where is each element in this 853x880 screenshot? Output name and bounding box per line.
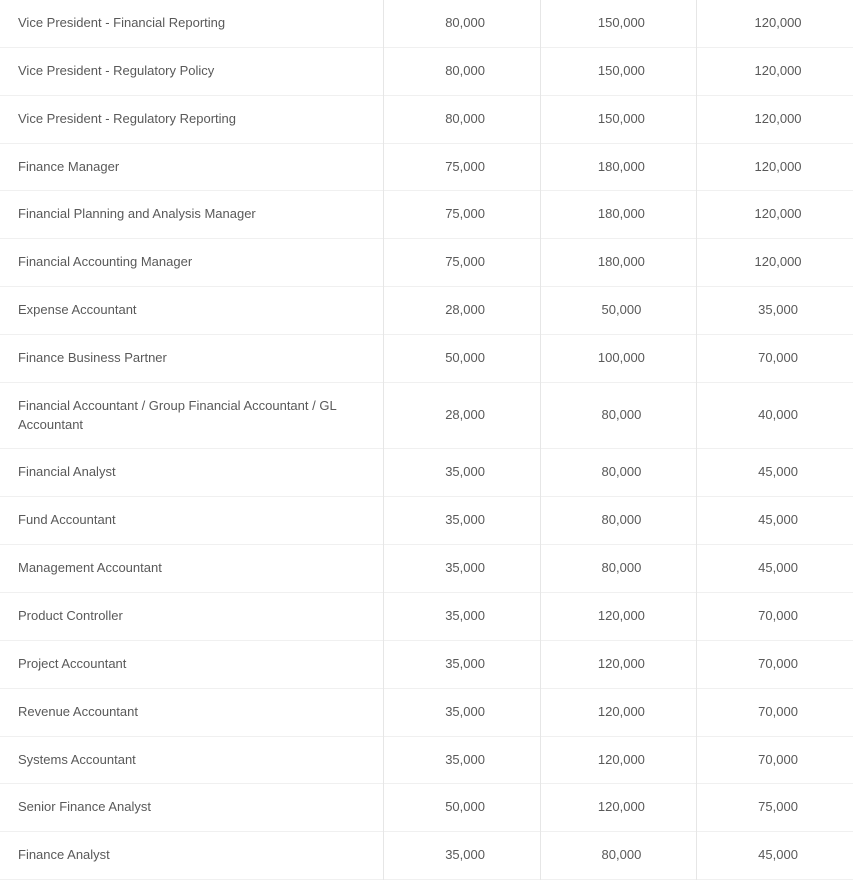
table-row: Financial Accountant / Group Financial A… xyxy=(0,382,853,449)
salary-value-cell: 40,000 xyxy=(697,382,853,449)
salary-value-cell: 100,000 xyxy=(540,334,696,382)
table-row: Project Accountant35,000120,00070,000 xyxy=(0,640,853,688)
salary-value-cell: 180,000 xyxy=(540,239,696,287)
salary-value-cell: 120,000 xyxy=(540,784,696,832)
table-row: Management Accountant35,00080,00045,000 xyxy=(0,545,853,593)
salary-value-cell: 45,000 xyxy=(697,497,853,545)
salary-value-cell: 80,000 xyxy=(384,47,540,95)
salary-value-cell: 75,000 xyxy=(384,191,540,239)
table-row: Revenue Accountant35,000120,00070,000 xyxy=(0,688,853,736)
salary-value-cell: 150,000 xyxy=(540,0,696,47)
salary-table-body: Vice President - Financial Reporting80,0… xyxy=(0,0,853,880)
salary-value-cell: 70,000 xyxy=(697,334,853,382)
table-row: Product Controller35,000120,00070,000 xyxy=(0,592,853,640)
salary-value-cell: 120,000 xyxy=(540,688,696,736)
salary-value-cell: 35,000 xyxy=(384,832,540,880)
table-row: Financial Planning and Analysis Manager7… xyxy=(0,191,853,239)
salary-value-cell: 28,000 xyxy=(384,382,540,449)
salary-value-cell: 80,000 xyxy=(540,545,696,593)
table-row: Finance Business Partner50,000100,00070,… xyxy=(0,334,853,382)
table-row: Financial Analyst35,00080,00045,000 xyxy=(0,449,853,497)
job-title-cell: Project Accountant xyxy=(0,640,384,688)
salary-value-cell: 80,000 xyxy=(384,0,540,47)
table-row: Senior Finance Analyst50,000120,00075,00… xyxy=(0,784,853,832)
salary-value-cell: 70,000 xyxy=(697,592,853,640)
table-row: Fund Accountant35,00080,00045,000 xyxy=(0,497,853,545)
job-title-cell: Financial Accounting Manager xyxy=(0,239,384,287)
salary-value-cell: 120,000 xyxy=(697,143,853,191)
salary-value-cell: 35,000 xyxy=(384,449,540,497)
salary-value-cell: 180,000 xyxy=(540,191,696,239)
job-title-cell: Management Accountant xyxy=(0,545,384,593)
job-title-cell: Financial Accountant / Group Financial A… xyxy=(0,382,384,449)
job-title-cell: Senior Finance Analyst xyxy=(0,784,384,832)
salary-value-cell: 45,000 xyxy=(697,449,853,497)
salary-value-cell: 75,000 xyxy=(697,784,853,832)
table-row: Vice President - Regulatory Policy80,000… xyxy=(0,47,853,95)
salary-value-cell: 35,000 xyxy=(384,592,540,640)
table-row: Expense Accountant28,00050,00035,000 xyxy=(0,287,853,335)
salary-value-cell: 35,000 xyxy=(384,640,540,688)
salary-value-cell: 120,000 xyxy=(697,239,853,287)
job-title-cell: Revenue Accountant xyxy=(0,688,384,736)
salary-value-cell: 45,000 xyxy=(697,832,853,880)
salary-value-cell: 75,000 xyxy=(384,143,540,191)
job-title-cell: Finance Analyst xyxy=(0,832,384,880)
salary-value-cell: 150,000 xyxy=(540,95,696,143)
job-title-cell: Finance Manager xyxy=(0,143,384,191)
salary-value-cell: 50,000 xyxy=(384,334,540,382)
job-title-cell: Finance Business Partner xyxy=(0,334,384,382)
salary-value-cell: 28,000 xyxy=(384,287,540,335)
table-row: Vice President - Regulatory Reporting80,… xyxy=(0,95,853,143)
job-title-cell: Financial Planning and Analysis Manager xyxy=(0,191,384,239)
table-row: Financial Accounting Manager75,000180,00… xyxy=(0,239,853,287)
table-row: Finance Analyst35,00080,00045,000 xyxy=(0,832,853,880)
salary-value-cell: 80,000 xyxy=(540,832,696,880)
salary-table: Vice President - Financial Reporting80,0… xyxy=(0,0,853,880)
salary-value-cell: 35,000 xyxy=(384,688,540,736)
salary-value-cell: 35,000 xyxy=(384,497,540,545)
salary-value-cell: 120,000 xyxy=(697,95,853,143)
salary-value-cell: 80,000 xyxy=(384,95,540,143)
job-title-cell: Financial Analyst xyxy=(0,449,384,497)
salary-value-cell: 120,000 xyxy=(540,736,696,784)
job-title-cell: Fund Accountant xyxy=(0,497,384,545)
job-title-cell: Vice President - Financial Reporting xyxy=(0,0,384,47)
salary-value-cell: 75,000 xyxy=(384,239,540,287)
salary-value-cell: 50,000 xyxy=(384,784,540,832)
job-title-cell: Systems Accountant xyxy=(0,736,384,784)
job-title-cell: Product Controller xyxy=(0,592,384,640)
job-title-cell: Vice President - Regulatory Policy xyxy=(0,47,384,95)
salary-value-cell: 35,000 xyxy=(384,736,540,784)
salary-value-cell: 70,000 xyxy=(697,688,853,736)
salary-value-cell: 80,000 xyxy=(540,382,696,449)
salary-value-cell: 70,000 xyxy=(697,640,853,688)
table-row: Vice President - Financial Reporting80,0… xyxy=(0,0,853,47)
salary-value-cell: 150,000 xyxy=(540,47,696,95)
salary-value-cell: 70,000 xyxy=(697,736,853,784)
salary-value-cell: 120,000 xyxy=(697,0,853,47)
salary-value-cell: 50,000 xyxy=(540,287,696,335)
salary-value-cell: 120,000 xyxy=(540,640,696,688)
salary-value-cell: 35,000 xyxy=(697,287,853,335)
salary-value-cell: 120,000 xyxy=(540,592,696,640)
salary-value-cell: 45,000 xyxy=(697,545,853,593)
table-row: Systems Accountant35,000120,00070,000 xyxy=(0,736,853,784)
job-title-cell: Expense Accountant xyxy=(0,287,384,335)
salary-value-cell: 80,000 xyxy=(540,449,696,497)
salary-value-cell: 120,000 xyxy=(697,191,853,239)
table-row: Finance Manager75,000180,000120,000 xyxy=(0,143,853,191)
salary-value-cell: 120,000 xyxy=(697,47,853,95)
salary-value-cell: 80,000 xyxy=(540,497,696,545)
salary-value-cell: 35,000 xyxy=(384,545,540,593)
job-title-cell: Vice President - Regulatory Reporting xyxy=(0,95,384,143)
salary-value-cell: 180,000 xyxy=(540,143,696,191)
